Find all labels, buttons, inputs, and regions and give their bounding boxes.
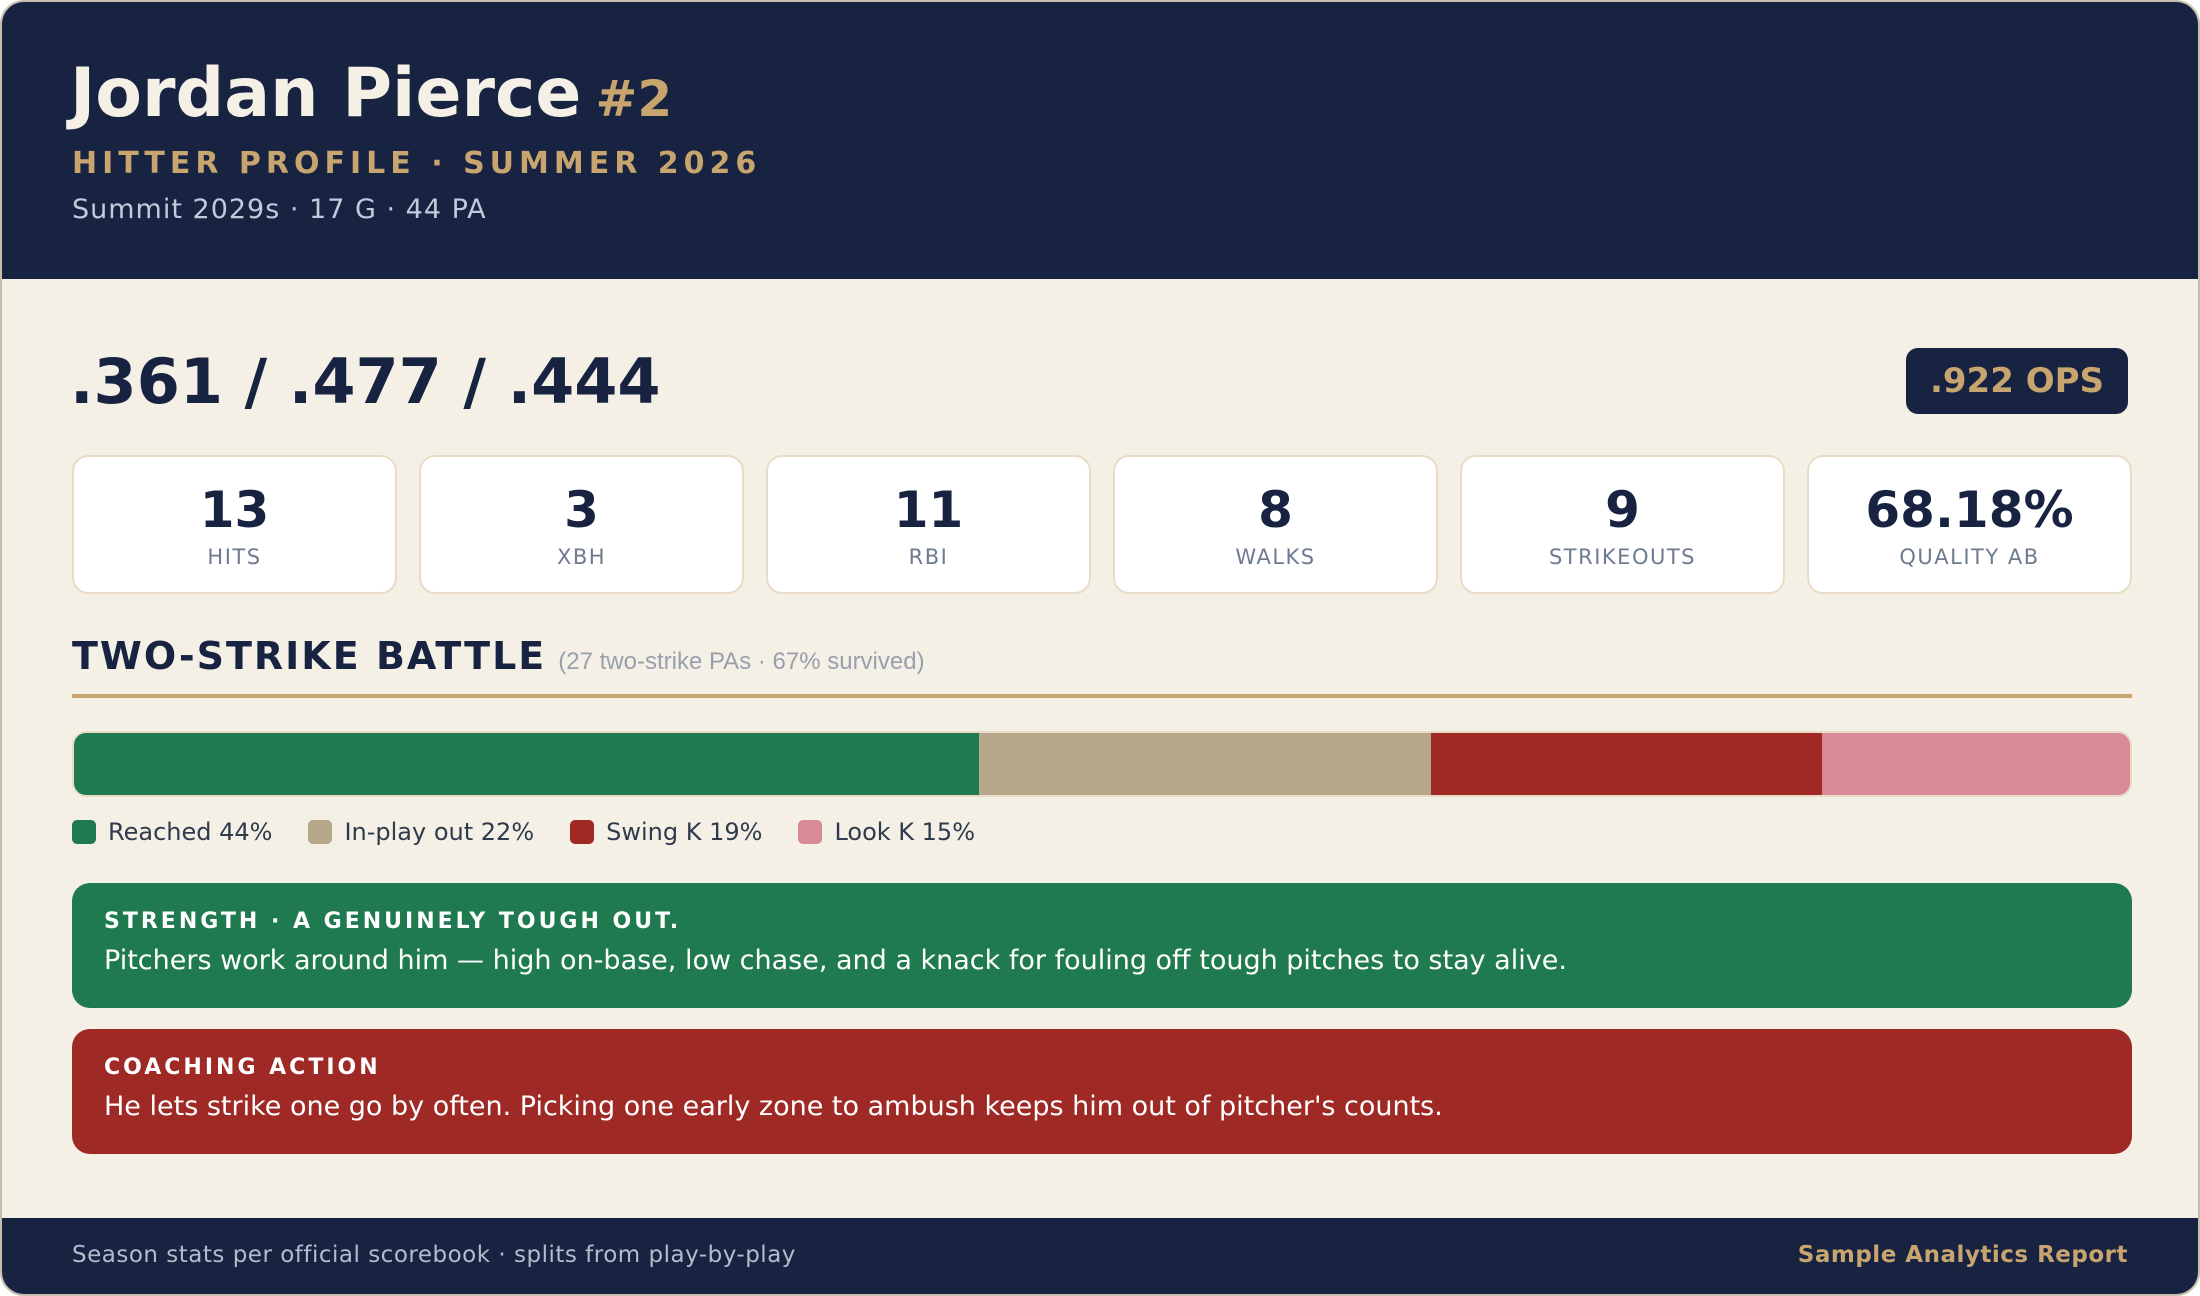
stat-tile-strikeouts: 9 STRIKEOUTS [1460,455,1785,594]
stat-label: RBI [908,544,949,569]
stat-label: STRIKEOUTS [1548,544,1697,569]
coaching-action-body: He lets strike one go by often. Picking … [104,1091,1443,1122]
legend-item: Reached 44% [72,818,272,846]
stat-value: 3 [564,480,599,539]
two-strike-outcome-bar [72,731,2132,797]
stat-label: QUALITY AB [1899,544,2040,569]
coaching-action-callout: COACHING ACTION He lets strike one go by… [72,1029,2132,1154]
legend-item: Swing K 19% [570,818,762,846]
two-strike-heading: TWO-STRIKE BATTLE (27 two-strike PAs · 67… [72,634,2132,698]
ops-badge: .922 OPS [1906,348,2128,414]
profile-subtitle: HITTER PROFILE · SUMMER 2026 [72,146,762,181]
stat-tile-rbi: 11 RBI [766,455,1091,594]
bar-segment [1821,733,2130,795]
section-meta: (27 two-strike PAs · 67% survived) [558,648,925,675]
stat-value: 8 [1258,480,1293,539]
footer-brand: Sample Analytics Report [1797,1242,2128,1268]
legend-swatch [570,820,595,844]
legend-label: In-play out 22% [344,818,535,846]
two-strike-legend: Reached 44% In-play out 22% Swing K 19% Loo… [72,816,1011,848]
strength-body: Pitchers work around him — high on-base,… [104,945,1567,976]
bar-segment [978,733,1431,795]
legend-item: In-play out 22% [308,818,534,846]
stat-tile-walks: 8 WALKS [1113,455,1438,594]
stat-value: 9 [1605,480,1640,539]
slash-line: .361 / .477 / .444 [70,345,661,418]
stat-tile-xbh: 3 XBH [419,455,744,594]
bar-segment [1430,733,1822,795]
section-title: TWO-STRIKE BATTLE [72,634,547,678]
stat-label: XBH [556,544,607,569]
legend-label: Look K 15% [834,818,976,846]
player-number: #2 [595,70,673,128]
legend-label: Reached 44% [108,818,273,846]
report-footer: Season stats per official scorebook · sp… [2,1218,2198,1294]
footer-note: Season stats per official scorebook · sp… [72,1242,796,1268]
stat-value: 13 [199,480,270,539]
stat-tile-hits: 13 HITS [72,455,397,594]
stat-value: 11 [893,480,964,539]
stat-value: 68.18% [1865,480,2074,539]
stats-row: 13 HITS 3 XBH 11 RBI 8 WALKS 9 STRIKEOUT… [72,455,2132,594]
strength-tag: STRENGTH · A GENUINELY TOUGH OUT. [104,909,682,934]
team-line: Summit 2029s · 17 G · 44 PA [72,194,487,225]
legend-swatch [308,820,333,844]
stat-label: WALKS [1235,544,1316,569]
bar-segment [74,733,979,795]
stat-tile-quality-ab: 68.18% QUALITY AB [1807,455,2132,594]
coaching-action-tag: COACHING ACTION [104,1055,381,1080]
strength-callout: STRENGTH · A GENUINELY TOUGH OUT. Pitche… [72,883,2132,1008]
legend-item: Look K 15% [798,818,975,846]
player-title: Jordan Pierce #2 [70,54,672,139]
stat-label: HITS [207,544,262,569]
player-name: Jordan Pierce [70,54,582,133]
legend-label: Swing K 19% [606,818,763,846]
profile-header: Jordan Pierce #2 HITTER PROFILE · SUMMER … [2,2,2198,279]
legend-swatch [72,820,96,844]
legend-swatch [798,820,823,844]
